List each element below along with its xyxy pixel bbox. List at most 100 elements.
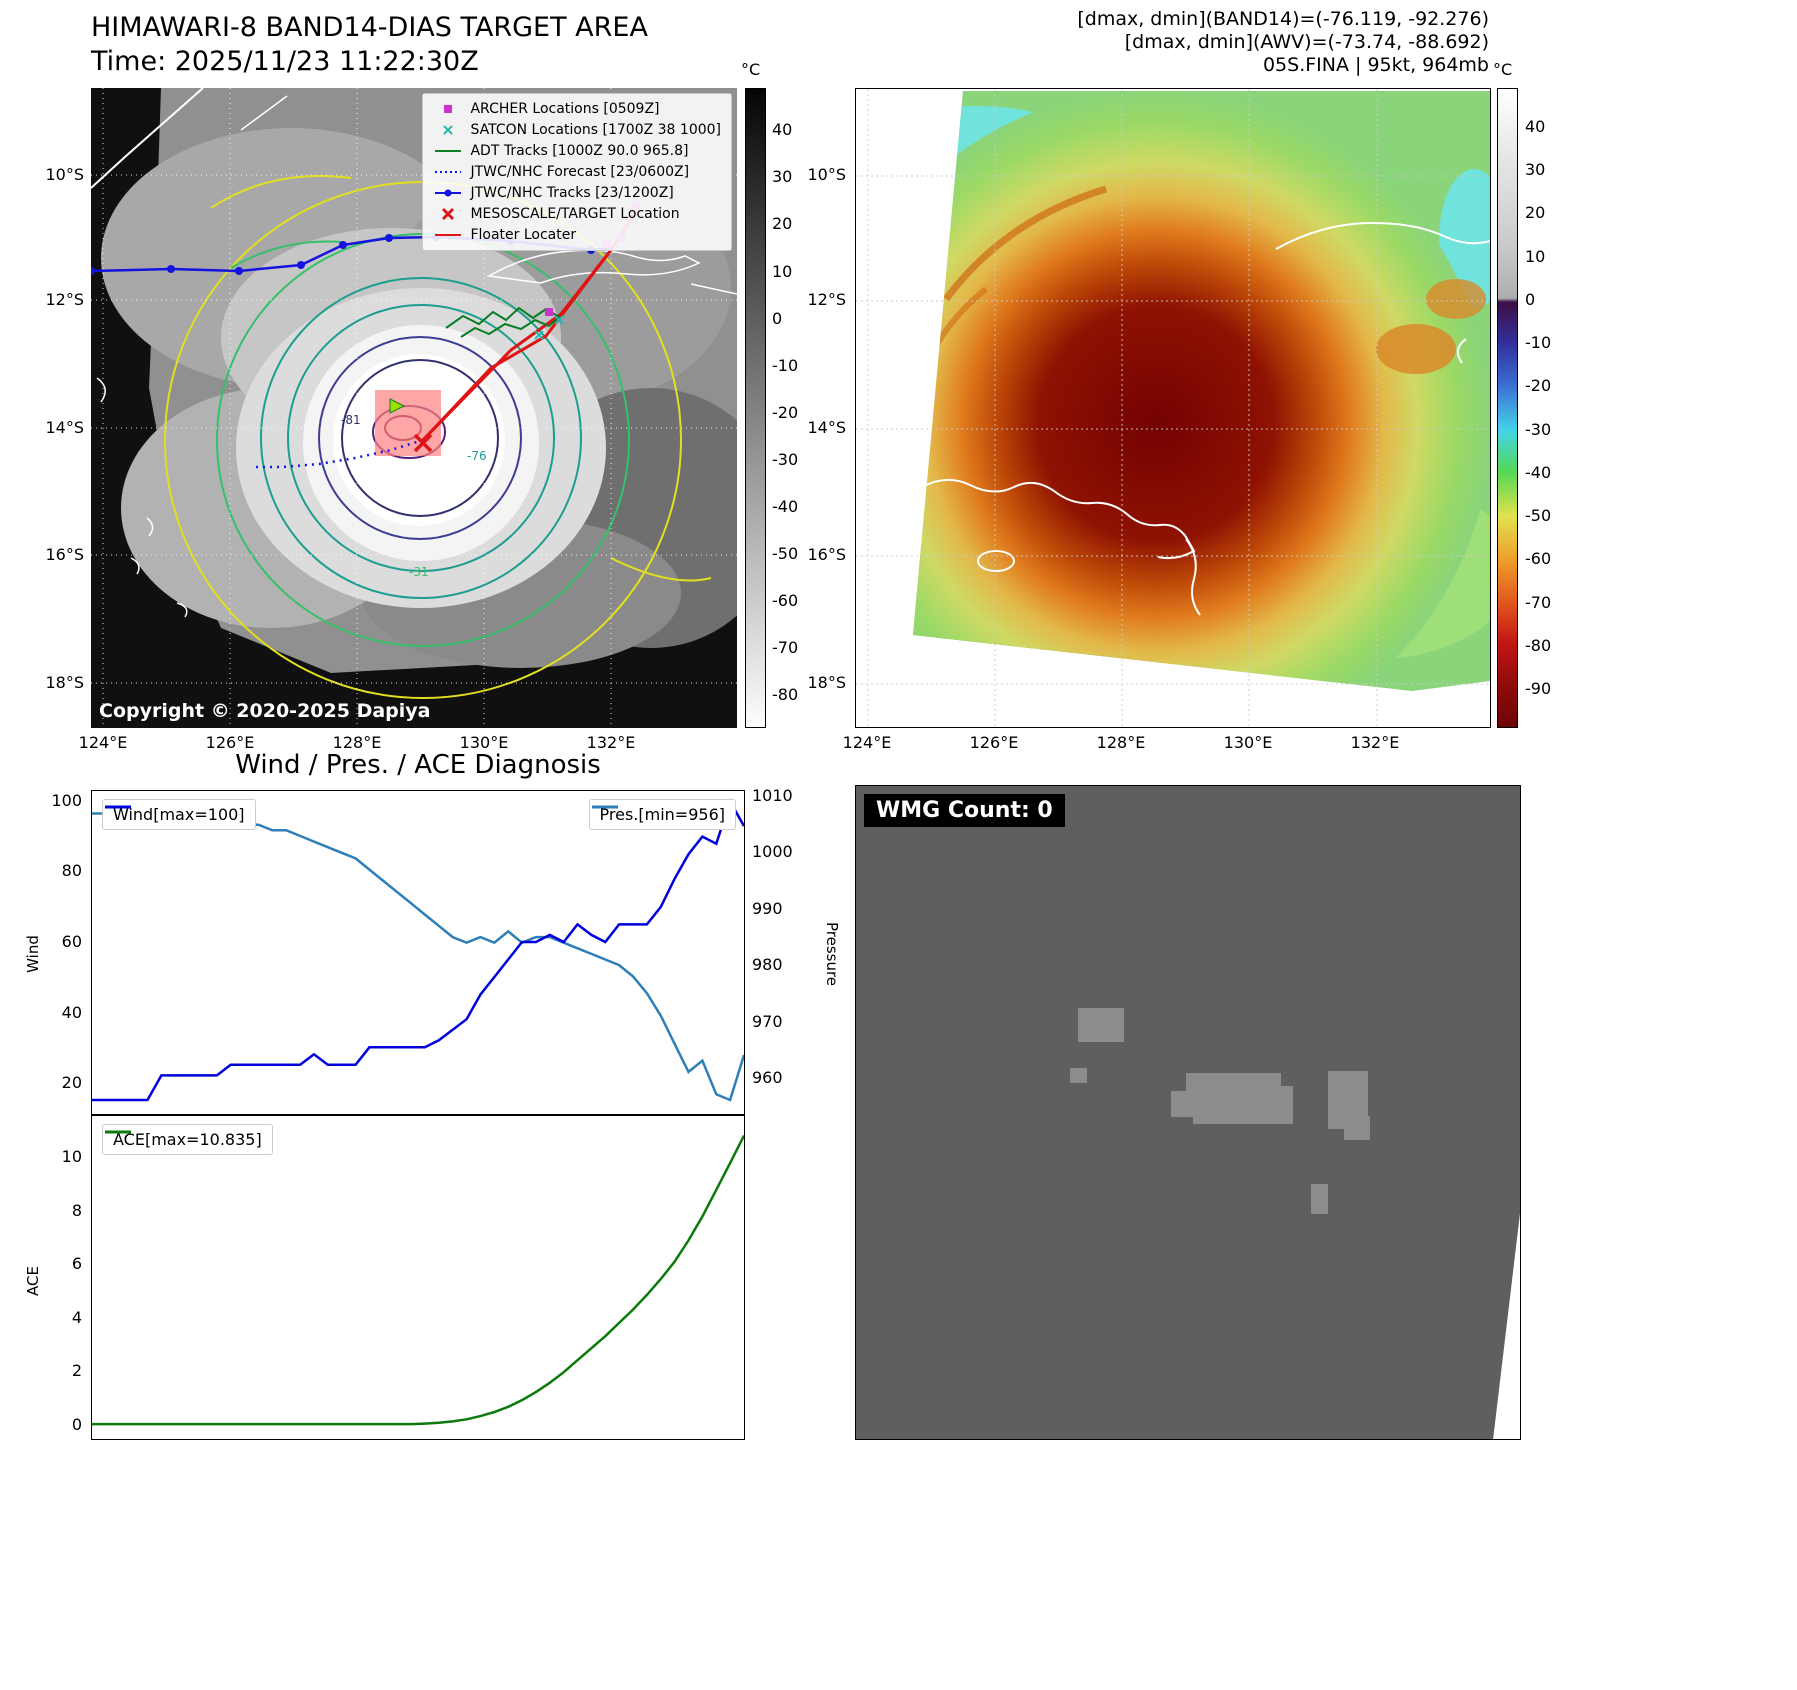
colorbar-tick: -80 (772, 685, 799, 705)
colorbar-tick: 30 (772, 167, 793, 187)
wind-axis-tick: 60 (61, 931, 82, 951)
legend-item: ADT Tracks [1000Z 90.0 965.8] (433, 143, 721, 159)
tr-lat-tick: 18°S (807, 673, 846, 692)
tr-lat-tick: 16°S (807, 545, 846, 564)
legend-label: MESOSCALE/TARGET Location (470, 206, 680, 222)
tr-lon-tick: 126°E (969, 733, 1019, 752)
colorbar-tick: 40 (1525, 116, 1546, 136)
dmax-dmin-band14: [dmax, dmin](BAND14)=(-76.119, -92.276) (1077, 8, 1489, 30)
colorbar-tick: -50 (1525, 506, 1552, 526)
colorbar-tick: 20 (772, 214, 793, 234)
wind-axis-tick: 20 (61, 1073, 82, 1093)
band14-timestamp: Time: 2025/11/23 11:22:30Z (91, 46, 479, 77)
tr-lon-tick: 130°E (1223, 733, 1273, 752)
legend-item: Floater Locater (433, 227, 721, 243)
ace-axis-tick: 10 (61, 1147, 82, 1167)
wmg-patch (1311, 1184, 1328, 1214)
wind-axis-tick: 100 (51, 790, 82, 810)
tr-lon-tick: 132°E (1350, 733, 1400, 752)
tr-lon-tick: 128°E (1096, 733, 1146, 752)
copyright-text: Copyright © 2020-2025 Dapiya (99, 700, 431, 722)
colorbar-tick: -90 (1525, 679, 1552, 699)
ace-legend-marker (105, 1130, 131, 1134)
tl-lat-tick: 10°S (45, 165, 84, 184)
colorbar-tick: -30 (1525, 419, 1552, 439)
ace-axis-tick: 0 (71, 1414, 82, 1434)
pressure-axis-tick: 1000 (752, 842, 793, 862)
wind-legend: Wind[max=100] (102, 799, 256, 830)
line-dot-legend-marker-icon (435, 189, 462, 197)
coastlines (917, 221, 1490, 616)
tr-lon-tick: 124°E (842, 733, 892, 752)
wmg-patch (1078, 1008, 1124, 1042)
storm-id-intensity: 05S.FINA | 95kt, 964mb (1262, 54, 1489, 76)
square-legend-marker-icon (444, 105, 453, 113)
ace-legend-label: ACE[max=10.835] (113, 1130, 262, 1149)
line-legend-marker-icon (435, 234, 462, 236)
ace-chart: ACE[max=10.835] (91, 1115, 745, 1440)
tr-lat-tick: 14°S (807, 418, 846, 437)
coastlines (91, 88, 737, 618)
wind-pressure-plot (92, 798, 744, 1102)
pressure-legend-marker (591, 805, 618, 809)
colorbar-tick: -40 (1525, 462, 1552, 482)
contour-label: -31 (409, 565, 429, 579)
colorbar-unit-label: °C (741, 60, 761, 79)
series-line (92, 798, 744, 1102)
enhanced-ir-colorbar (1497, 88, 1518, 728)
storm-stats-header: [dmax, dmin](BAND14)=(-76.119, -92.276) … (1077, 8, 1489, 77)
legend-label: Floater Locater (470, 227, 577, 243)
jtwc-forecast-track (251, 438, 424, 469)
tl-lon-tick: 128°E (332, 733, 382, 752)
wind-legend-marker (105, 805, 131, 809)
tl-lat-tick: 16°S (45, 545, 84, 564)
colorbar-tick: -60 (1525, 549, 1552, 569)
pressure-axis-tick: 970 (752, 1011, 783, 1031)
band14-colorbar (745, 88, 766, 728)
tl-lon-tick: 124°E (78, 733, 128, 752)
ace-axis-tick: 2 (71, 1361, 82, 1381)
band14-title: HIMAWARI-8 BAND14-DIAS TARGET AREA (91, 12, 648, 43)
pressure-axis-tick: 960 (752, 1068, 783, 1088)
legend-label: ADT Tracks [1000Z 90.0 965.8] (470, 143, 689, 159)
wmg-panel: WMG Count: 0 (855, 785, 1521, 1440)
pressure-legend-label: Pres.[min=956] (599, 805, 725, 824)
legend-item: ARCHER Locations [0509Z] (433, 101, 721, 117)
colorbar-tick: -40 (772, 496, 799, 516)
pressure-axis-tick: 990 (752, 898, 783, 918)
tl-lon-tick: 130°E (459, 733, 509, 752)
colorbar-tick: -80 (1525, 635, 1552, 655)
x-legend-marker-icon (443, 125, 454, 135)
legend-label: JTWC/NHC Forecast [23/0600Z] (470, 164, 690, 180)
wind-axis-tick: 80 (61, 861, 82, 881)
enhanced-ir-map (855, 88, 1491, 728)
series-line (92, 812, 744, 1102)
colorbar-tick: -20 (1525, 376, 1552, 396)
legend-label: SATCON Locations [1700Z 38 1000] (470, 122, 721, 138)
tl-lat-tick: 18°S (45, 673, 84, 692)
colorbar-tick: 10 (1525, 246, 1546, 266)
tr-lat-tick: 12°S (807, 290, 846, 309)
contour-label: -81 (341, 413, 361, 427)
colorbar-tick: -70 (772, 638, 799, 657)
colorbar-tick: -20 (772, 402, 799, 422)
diagnosis-title: Wind / Pres. / ACE Diagnosis (235, 750, 601, 780)
legend-label: ARCHER Locations [0509Z] (470, 101, 660, 117)
contour-label: -76 (467, 449, 487, 463)
colorbar-tick: -60 (772, 590, 799, 610)
line-legend-marker-icon (435, 150, 462, 152)
dotted-legend-marker-icon (435, 171, 462, 173)
tr-lat-tick: 10°S (807, 165, 846, 184)
legend-item: JTWC/NHC Tracks [23/1200Z] (433, 185, 721, 201)
colorbar-tick: -70 (1525, 592, 1552, 612)
pressure-axis-label: Pressure (823, 921, 842, 987)
wmg-patch (1344, 1116, 1370, 1140)
wind-legend-label: Wind[max=100] (113, 805, 245, 824)
ace-axis-tick: 4 (71, 1307, 82, 1327)
colorbar-tick: -50 (772, 543, 799, 563)
colorbar-tick: -10 (1525, 333, 1552, 353)
wind-axis-tick: 40 (61, 1002, 82, 1022)
lat-lon-grid (856, 89, 1490, 727)
X-legend-marker-icon (442, 207, 455, 221)
